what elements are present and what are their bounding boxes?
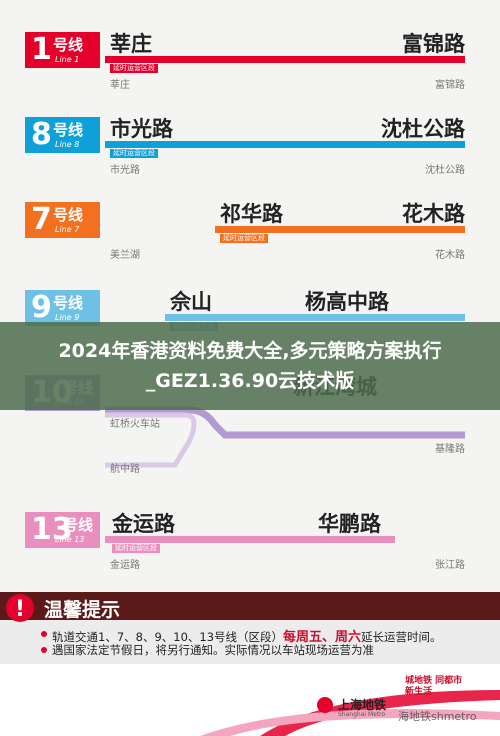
watermark: 海地铁shmetro: [398, 710, 477, 723]
swoosh: [200, 709, 500, 736]
badge-number: 8: [31, 117, 52, 152]
notice-header: [0, 592, 500, 620]
badge-name: 号线: [63, 516, 94, 534]
station-top: 沈杜公路: [381, 116, 465, 141]
badge-number: 1: [31, 32, 52, 67]
badge-number: 9: [31, 290, 52, 325]
notice-text: 轨道交通1、7、8、9、10、13号线（区段）: [52, 630, 284, 644]
station-bottom: 花木路: [435, 250, 465, 261]
station-top: 金运路: [112, 511, 175, 536]
swoosh: [260, 690, 500, 736]
line-badge: 13 号线 Line 13: [25, 512, 100, 548]
badge-english: Line 7: [55, 225, 80, 234]
badge-number: 13: [31, 512, 73, 547]
badge-english: Line 9: [55, 313, 80, 322]
footer-logo-en: Shanghai Metro: [338, 711, 386, 718]
station-bottom: 张江路: [435, 560, 465, 571]
line-bar: [165, 314, 465, 321]
alert-mark: !: [15, 597, 25, 622]
section-label: 延时运营区段: [110, 64, 158, 73]
station-bottom: 沈杜公路: [425, 165, 465, 176]
line-bar: [105, 536, 395, 543]
station-top: 市光路: [110, 116, 173, 141]
station-bottom: 金运路: [110, 560, 140, 571]
line-bar: [215, 226, 465, 233]
notice-item: 遇国家法定节假日，将另行通知。实际情况以车站现场运营为准: [52, 642, 374, 658]
line-bar: [105, 141, 465, 148]
badge-name: 号线: [53, 121, 84, 139]
badge-number: 7: [31, 202, 52, 237]
line-bar: [105, 56, 465, 63]
station-bottom: 虹桥火车站: [110, 419, 160, 430]
notice-text: 遇国家法定节假日，将另行通知。实际情况以车站现场运营为准: [52, 643, 374, 657]
notice-text: 每周五、周六: [283, 630, 362, 645]
metro-logo: [317, 697, 333, 713]
line-badge: 1 号线 Line 1: [25, 32, 100, 68]
line10-track: [105, 406, 465, 439]
station-top: 花木路: [402, 201, 465, 226]
line-badge: 9 号线 Line 9: [25, 290, 100, 326]
station-top: 华鹏路: [318, 511, 381, 536]
bullet: [41, 647, 47, 653]
station-top: 富锦路: [402, 31, 465, 56]
line-badge: 8 号线 Line 8: [25, 117, 100, 153]
notice-title: 温馨提示: [44, 599, 121, 621]
bullet: [41, 631, 47, 637]
line10-branch: [105, 412, 197, 468]
footer-logo: 上海地铁: [338, 698, 387, 712]
notice-text: 延长运营时间。: [361, 630, 442, 644]
section-label: 延时运营区段: [112, 544, 160, 553]
station-bottom: 基隆路: [435, 444, 465, 455]
station-bottom: 美兰湖: [110, 250, 140, 261]
station-bottom: 富锦路: [435, 80, 465, 91]
station-bottom: 莘庄: [110, 80, 130, 91]
line-badge: 7 号线 Line 7: [25, 202, 100, 238]
footer-slogan: 城地铁 同都市新生活: [405, 676, 463, 697]
section-label: 延时运营区段: [110, 149, 158, 158]
station-top: 莘庄: [110, 31, 152, 56]
badge-name: 号线: [53, 294, 84, 312]
station-top: 佘山: [170, 289, 212, 314]
station-bottom: 市光路: [110, 165, 140, 176]
badge-english: Line 1: [55, 55, 80, 64]
badge-english: Line 8: [55, 140, 80, 149]
section-label: 延时运营区段: [220, 234, 268, 243]
badge-english: Line 13: [55, 535, 85, 544]
notice-item: 轨道交通1、7、8、9、10、13号线（区段）每周五、周六延长运营时间。: [52, 626, 442, 645]
station-top: 祁华路: [220, 201, 283, 226]
station-bottom: 航中路: [110, 464, 140, 475]
badge-name: 号线: [53, 36, 84, 54]
station-top: 杨高中路: [305, 289, 389, 314]
alert-icon: [6, 594, 34, 622]
overlay-title: 2024年香港资料免费大全,多元策略方案执行_GEZ1.36.90云技术版: [0, 322, 500, 410]
badge-name: 号线: [53, 206, 84, 224]
